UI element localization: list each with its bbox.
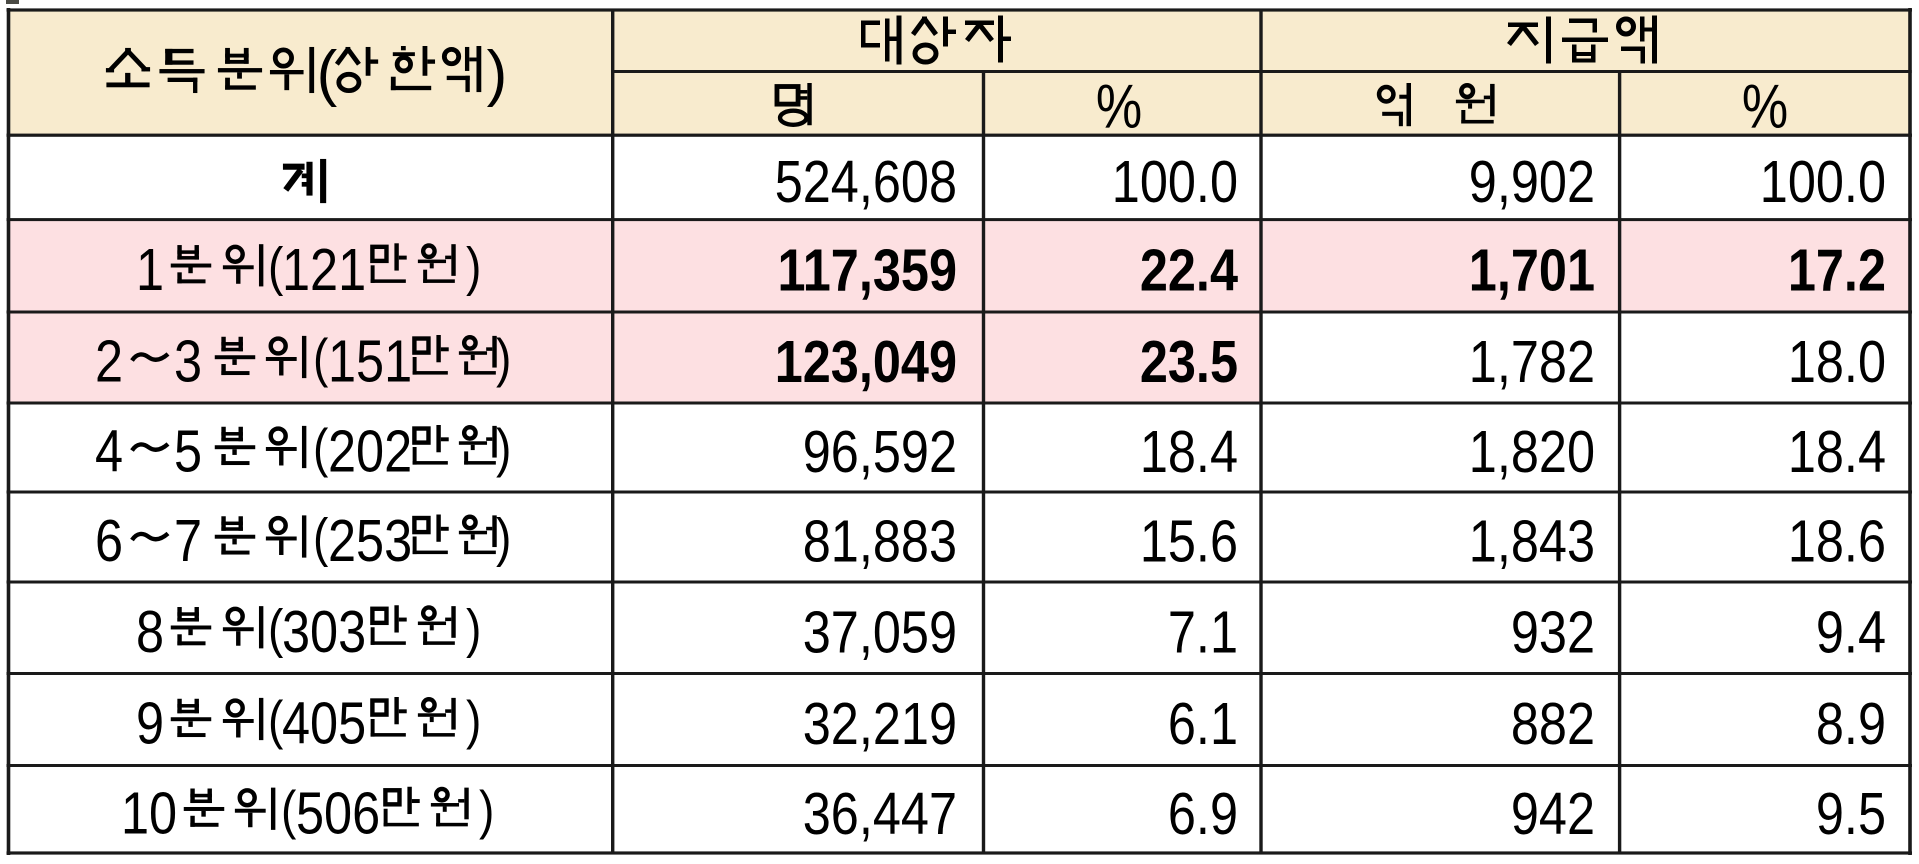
svg-text:%: % xyxy=(1742,72,1788,141)
svg-text:8: 8 xyxy=(136,598,164,665)
svg-text:9,902: 9,902 xyxy=(1469,148,1595,215)
svg-text:303: 303 xyxy=(282,598,366,665)
svg-text:): ) xyxy=(496,508,511,568)
svg-text:): ) xyxy=(466,598,481,658)
svg-text:37,059: 37,059 xyxy=(803,599,957,666)
svg-text:3: 3 xyxy=(174,328,202,395)
svg-text:18.4: 18.4 xyxy=(1140,418,1238,485)
svg-text:117,359: 117,359 xyxy=(777,237,957,304)
svg-text:(: ( xyxy=(268,236,284,296)
svg-text:17.2: 17.2 xyxy=(1788,237,1886,304)
svg-text:9.4: 9.4 xyxy=(1816,599,1886,666)
svg-text:1,843: 1,843 xyxy=(1469,508,1595,575)
svg-text:18.0: 18.0 xyxy=(1788,328,1886,395)
svg-text:100.0: 100.0 xyxy=(1112,148,1238,215)
svg-text:): ) xyxy=(466,236,481,296)
svg-text:15.6: 15.6 xyxy=(1140,508,1238,575)
svg-text:524,608: 524,608 xyxy=(775,148,957,215)
svg-text:253: 253 xyxy=(328,507,412,574)
svg-text:1,820: 1,820 xyxy=(1469,418,1595,485)
svg-text:(: ( xyxy=(313,328,329,388)
svg-text:202: 202 xyxy=(328,418,412,485)
svg-text:882: 882 xyxy=(1511,690,1595,757)
svg-text:4: 4 xyxy=(95,418,123,485)
svg-text:1,701: 1,701 xyxy=(1469,237,1595,304)
svg-text:7: 7 xyxy=(174,507,202,574)
svg-text:9: 9 xyxy=(136,690,164,757)
svg-text:8.9: 8.9 xyxy=(1816,690,1886,757)
svg-text:): ) xyxy=(496,418,511,478)
svg-text:6: 6 xyxy=(95,507,123,574)
svg-text:%: % xyxy=(1096,72,1142,141)
svg-text:36,447: 36,447 xyxy=(803,780,957,847)
svg-text:23.5: 23.5 xyxy=(1140,328,1238,395)
svg-text:10: 10 xyxy=(121,780,177,847)
svg-text:): ) xyxy=(487,39,508,108)
svg-text:96,592: 96,592 xyxy=(803,418,957,485)
svg-text:22.4: 22.4 xyxy=(1140,237,1239,304)
svg-text:7.1: 7.1 xyxy=(1168,599,1238,666)
svg-text:(: ( xyxy=(268,598,284,658)
svg-text:5: 5 xyxy=(174,418,202,485)
svg-text:): ) xyxy=(466,690,481,750)
svg-text:6.9: 6.9 xyxy=(1168,780,1238,847)
svg-text:6.1: 6.1 xyxy=(1168,690,1238,757)
svg-text:9.5: 9.5 xyxy=(1816,780,1886,847)
svg-text:): ) xyxy=(479,780,494,840)
svg-text:405: 405 xyxy=(282,690,366,757)
svg-text:100.0: 100.0 xyxy=(1760,148,1886,215)
svg-text:(: ( xyxy=(317,39,338,108)
svg-text:18.4: 18.4 xyxy=(1788,418,1886,485)
svg-text:81,883: 81,883 xyxy=(803,508,957,575)
svg-text:932: 932 xyxy=(1511,599,1595,666)
svg-text:151: 151 xyxy=(328,328,412,395)
svg-text:506: 506 xyxy=(296,780,380,847)
svg-text:2: 2 xyxy=(95,328,123,395)
svg-text:1: 1 xyxy=(136,236,164,303)
svg-text:(: ( xyxy=(268,690,284,750)
svg-text:942: 942 xyxy=(1511,780,1595,847)
svg-text:18.6: 18.6 xyxy=(1788,508,1886,575)
svg-text:123,049: 123,049 xyxy=(775,328,957,395)
svg-text:(: ( xyxy=(313,418,329,478)
svg-text:1,782: 1,782 xyxy=(1469,328,1595,395)
svg-text:121: 121 xyxy=(282,236,366,303)
svg-text:32,219: 32,219 xyxy=(803,690,957,757)
svg-text:(: ( xyxy=(313,508,329,568)
svg-text:(: ( xyxy=(281,780,297,840)
svg-text:): ) xyxy=(496,328,511,388)
